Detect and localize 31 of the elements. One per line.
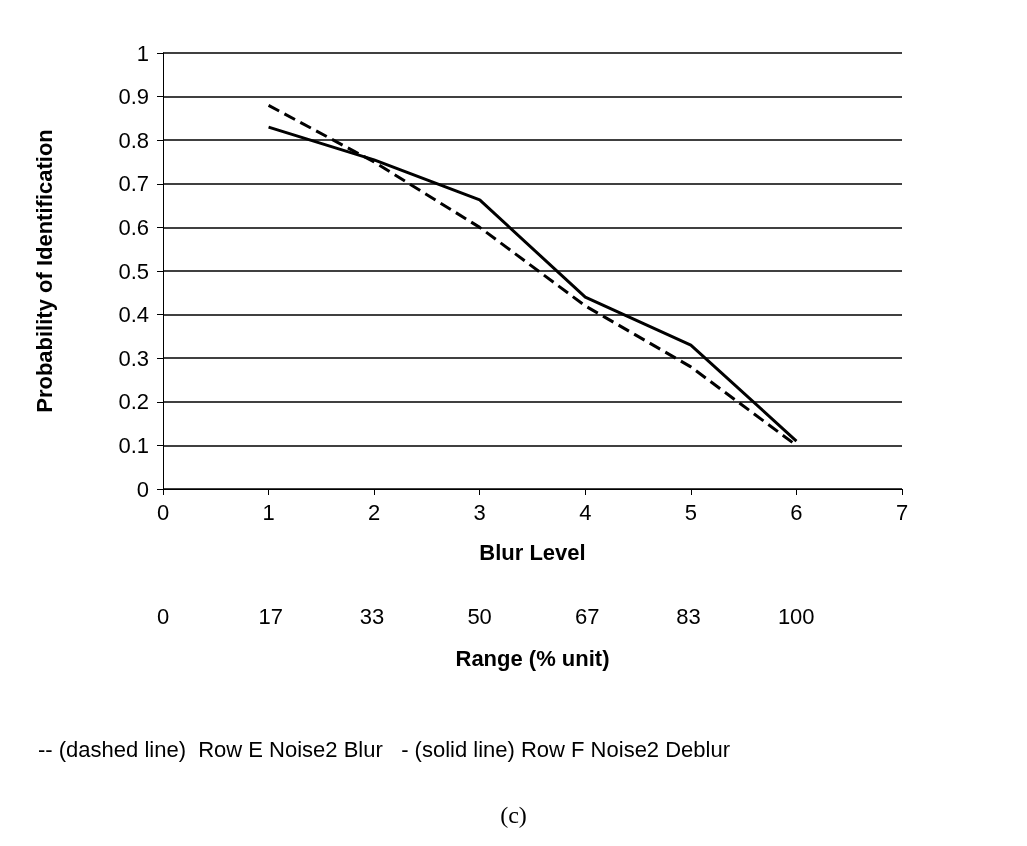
x-tick-label: 4: [579, 499, 592, 525]
y-tick-label: 0.9: [118, 84, 149, 110]
x2-tick-label: 100: [777, 603, 815, 629]
y-tick-label: 1: [136, 40, 149, 66]
x-tick-label: 0: [156, 499, 170, 525]
x-axis-title: Blur Level: [479, 539, 586, 565]
y-tick-label: 0: [136, 476, 149, 502]
y-axis-title: Probability of Identification: [31, 129, 57, 413]
x2-tick-label: 50: [467, 603, 492, 629]
y-tick-label: 0.7: [118, 171, 149, 197]
y-tick-label: 0.6: [118, 214, 149, 240]
x2-tick-label: 83: [676, 603, 701, 629]
x-tick-label: 1: [262, 499, 275, 525]
x-tick-label: 2: [368, 499, 381, 525]
x2-tick-label: 0: [156, 603, 170, 629]
x2-tick-label: 33: [359, 603, 385, 629]
text: (c): [500, 802, 527, 828]
y-tick-label: 0.4: [118, 302, 149, 328]
x-tick-label: 5: [684, 499, 697, 525]
x-tick-label: 6: [790, 499, 803, 525]
x2-tick-label: 67: [575, 603, 600, 629]
y-tick-label: 0.8: [118, 127, 149, 153]
y-tick-label: 0.1: [118, 432, 149, 458]
y-tick-label: 0.3: [118, 345, 149, 371]
x2-axis-title: Range (% unit): [455, 645, 610, 671]
y-tick-label: 0.5: [118, 258, 149, 284]
x-tick-label: 7: [895, 499, 909, 525]
y-tick-label: 0.2: [118, 389, 149, 415]
text: -- (dashed line) Row E Noise2 Blur - (solid line) Row F Noise2 Deblur: [38, 736, 731, 762]
x-tick-label: 3: [473, 499, 486, 525]
x2-tick-label: 17: [258, 603, 283, 629]
